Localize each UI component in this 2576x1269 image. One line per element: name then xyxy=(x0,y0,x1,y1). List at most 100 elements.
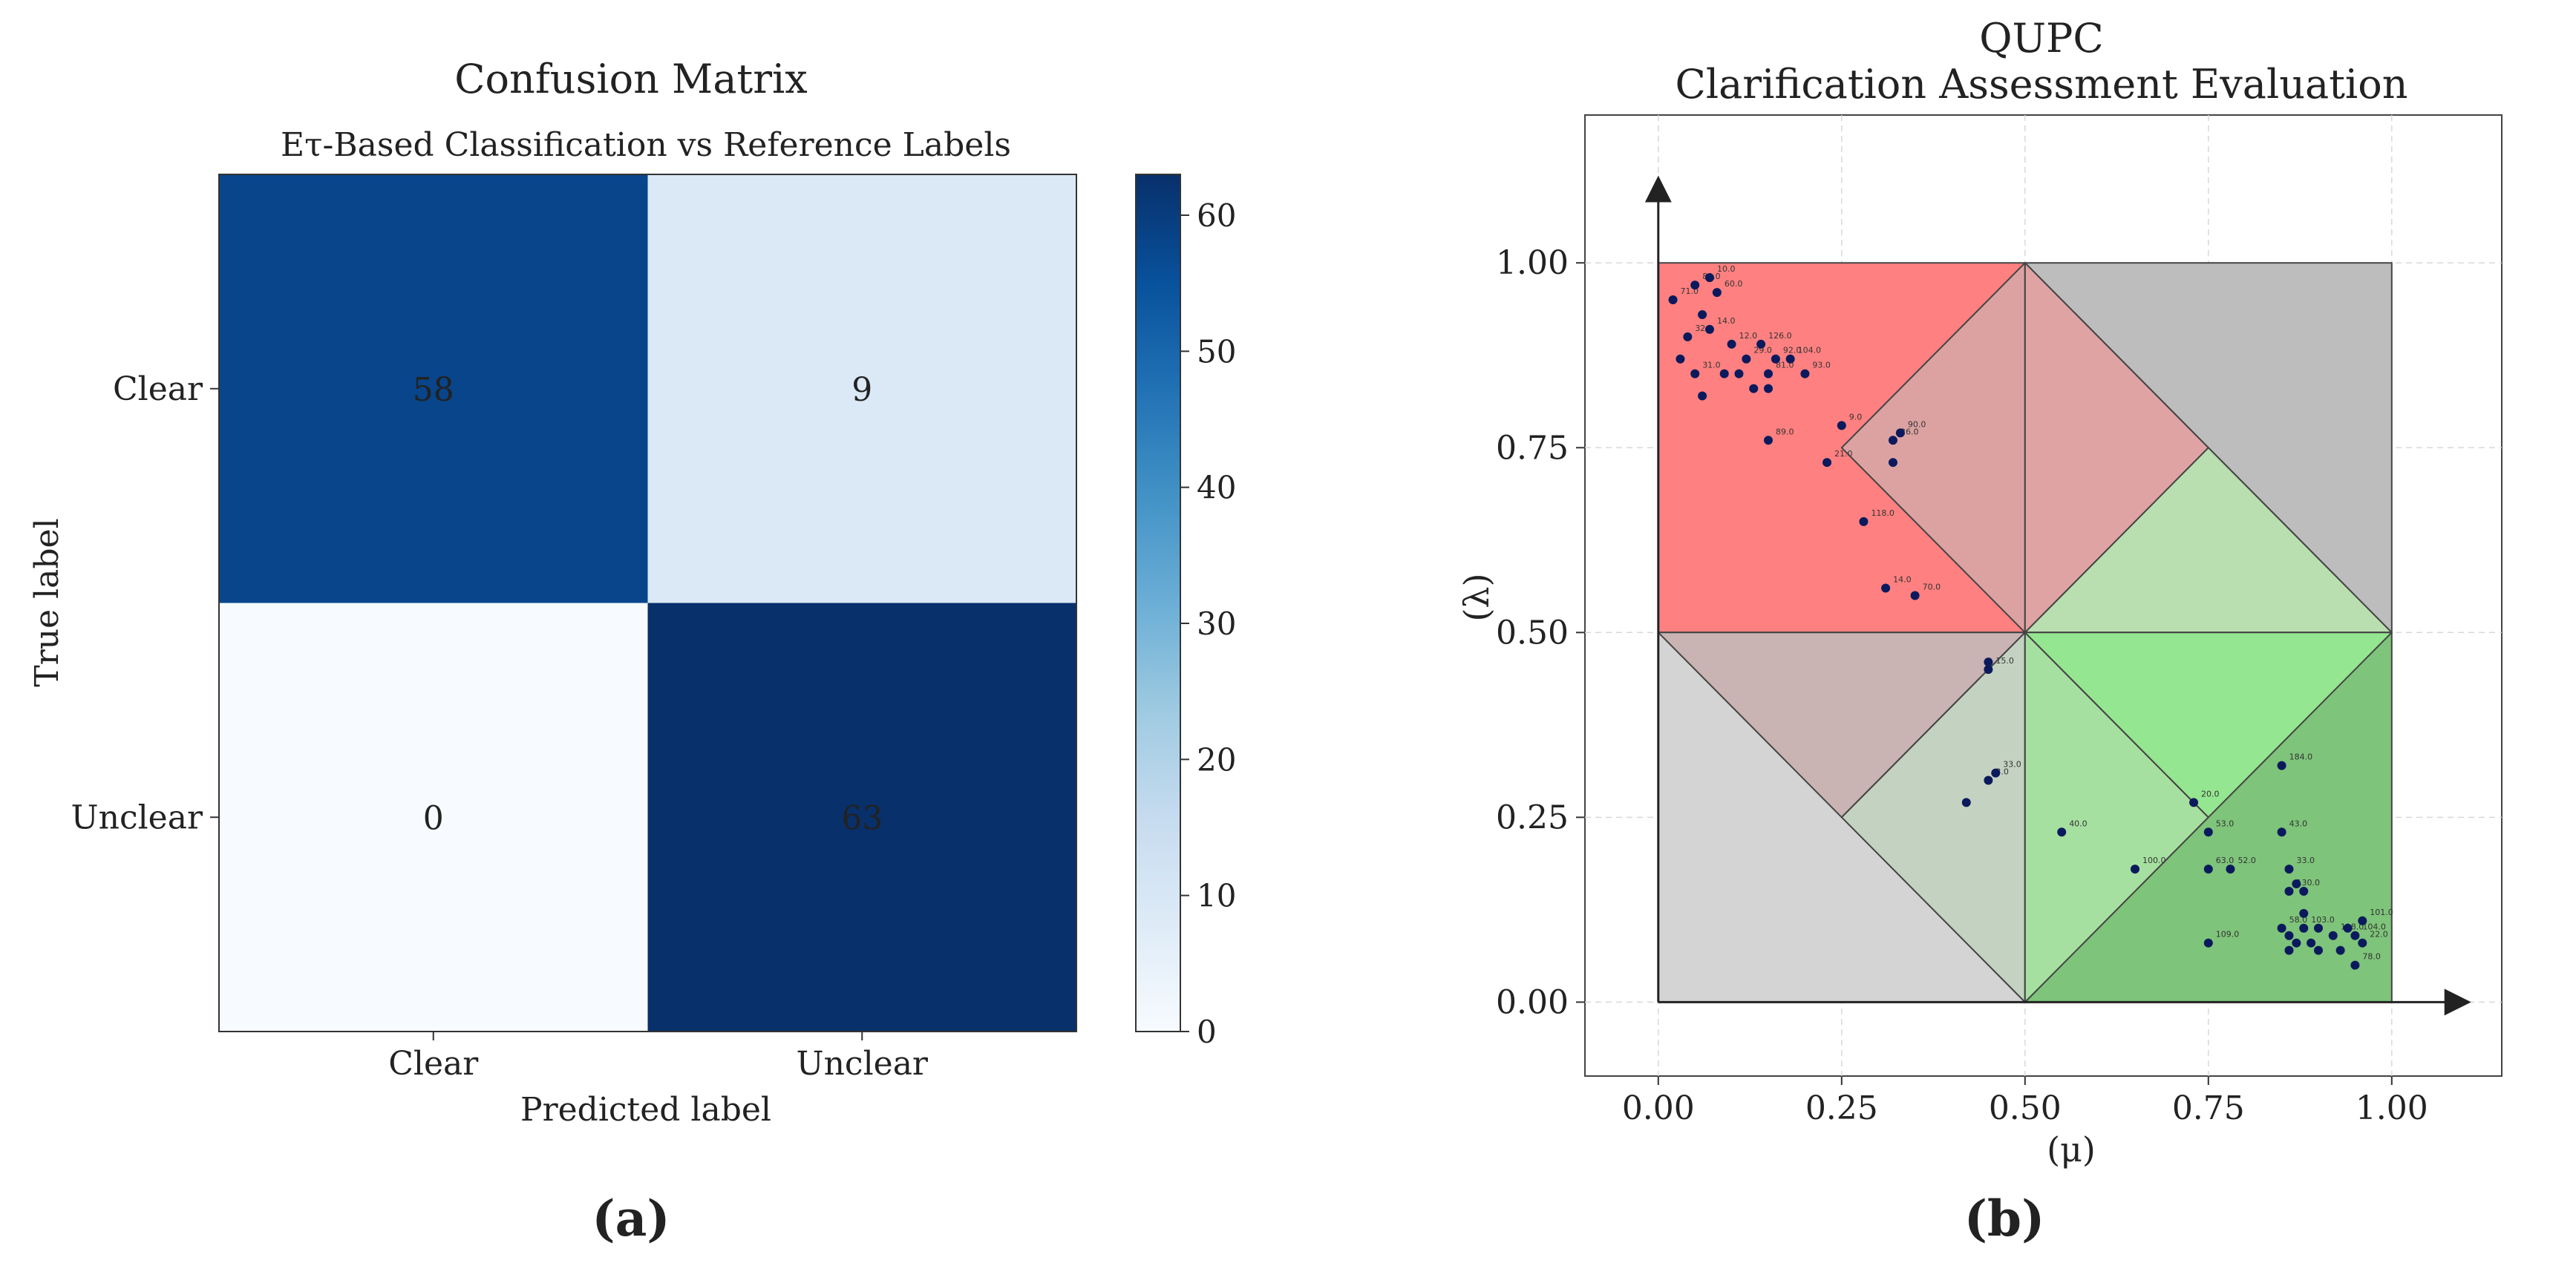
cm-x-tick-label: Clear xyxy=(388,1045,479,1083)
qupc-point xyxy=(1719,369,1729,378)
colorbar-tick-label: 20 xyxy=(1197,741,1236,778)
qupc-point xyxy=(2292,879,2301,888)
qupc-point-label: 12.0 xyxy=(1739,331,1758,341)
qupc-point-label: 20.0 xyxy=(2201,789,2220,799)
qupc-ylabel: (λ) xyxy=(1457,573,1497,621)
colorbar-tick-label: 50 xyxy=(1197,333,1236,370)
qupc-y-tick-label: 0.00 xyxy=(1496,983,1569,1021)
qupc-point xyxy=(2299,908,2309,918)
qupc-point-label: 22.0 xyxy=(2370,930,2388,940)
qupc-point-label: 29.0 xyxy=(1753,346,1772,355)
qupc-point xyxy=(1698,391,1707,401)
cm-cell-value: 9 xyxy=(851,371,872,409)
qupc-point xyxy=(1823,458,1832,468)
cm-frame xyxy=(218,174,1077,1032)
qupc-point-label: 26.0 xyxy=(1900,427,1919,436)
cm-cell xyxy=(647,603,1076,1032)
cm-cell-value: 63 xyxy=(841,799,883,837)
qupc-x-tick-label: 1.00 xyxy=(2356,1089,2428,1127)
qupc-point xyxy=(1756,339,1766,349)
qupc-point xyxy=(1961,798,1971,807)
colorbar-tick-label: 0 xyxy=(1197,1014,1217,1050)
qupc-point-label: 100.0 xyxy=(2142,856,2166,865)
qupc-point-label: 43.0 xyxy=(2289,819,2308,828)
qupc-point xyxy=(2226,865,2235,874)
qupc-point xyxy=(1984,665,1993,675)
cm-y-tick-label: Unclear xyxy=(71,799,203,836)
qupc-point xyxy=(2335,945,2345,955)
qupc-point xyxy=(2350,931,2360,940)
qupc-point xyxy=(1668,295,1678,305)
cm-cell-value: 58 xyxy=(413,371,454,409)
qupc-point xyxy=(2203,827,2213,837)
colorbar-tick-label: 10 xyxy=(1197,878,1236,914)
qupc-point xyxy=(2203,865,2213,874)
qupc-point xyxy=(2277,827,2286,837)
qupc-title-line2: Clarification Assessment Evaluation xyxy=(1676,61,2408,108)
qupc-point-label: 89.0 xyxy=(1776,427,1794,436)
qupc-point xyxy=(1764,369,1773,378)
qupc-point xyxy=(2284,886,2294,896)
qupc-point-label: 31.0 xyxy=(1702,361,1721,370)
qupc-point xyxy=(2358,916,2367,925)
qupc-title-line1: QUPC xyxy=(1979,15,2103,62)
qupc-point-label: 118.0 xyxy=(1871,508,1895,518)
colorbar-tick-label: 40 xyxy=(1197,470,1236,506)
qupc-point-label: 14.0 xyxy=(1893,575,1912,585)
cm-ylabel: True label xyxy=(28,518,66,686)
cm-y-ticks: Clear Unclear xyxy=(71,370,219,836)
qupc-point-label: 104.0 xyxy=(2362,922,2386,932)
colorbar-tick-label: 30 xyxy=(1197,606,1236,642)
qupc-point xyxy=(1764,384,1773,393)
qupc-point-label: 33.0 xyxy=(2296,856,2315,865)
qupc-point xyxy=(2299,886,2309,896)
qupc-point xyxy=(1895,428,1905,438)
qupc-point xyxy=(1712,288,1722,298)
qupc-point xyxy=(1727,339,1736,349)
qupc-point xyxy=(1984,658,1993,667)
qupc-point-label: 109.0 xyxy=(2216,930,2240,940)
qupc-point xyxy=(2189,798,2199,807)
qupc-point-label: 92.0 xyxy=(1783,346,1802,355)
qupc-point-label: 90.0 xyxy=(1908,419,1926,429)
qupc-regions xyxy=(1657,262,2393,1003)
qupc-point xyxy=(2277,923,2286,933)
qupc-point xyxy=(1704,324,1714,334)
qupc-point xyxy=(1704,273,1714,283)
qupc-point xyxy=(1698,309,1707,319)
qupc-point-label: 52.0 xyxy=(2237,856,2256,865)
qupc-point-label: 53.0 xyxy=(2216,819,2235,828)
qupc-point xyxy=(1771,354,1780,364)
cm-cells: 58 9 0 63 xyxy=(219,174,1076,1032)
qupc-y-tick-label: 0.75 xyxy=(1496,429,1569,467)
qupc-point-label: 126.0 xyxy=(1768,331,1792,341)
qupc-point xyxy=(1991,768,2001,778)
qupc-point xyxy=(2328,931,2338,940)
qupc-point xyxy=(1690,281,1700,290)
cm-cell xyxy=(647,174,1076,603)
qupc-point xyxy=(1785,354,1795,364)
qupc-point xyxy=(2057,827,2067,837)
qupc-point xyxy=(2131,865,2139,874)
qupc-point-label: 130.0 xyxy=(2296,878,2320,888)
qupc-point xyxy=(2314,945,2323,955)
qupc-point xyxy=(2277,761,2286,770)
qupc-point xyxy=(1859,517,1869,526)
qupc-point xyxy=(1881,583,1891,593)
qupc-y-tick-label: 1.00 xyxy=(1496,244,1569,282)
qupc-point-label: 40.0 xyxy=(2069,819,2088,828)
qupc-point xyxy=(2350,960,2360,970)
qupc-point-label: 33.0 xyxy=(2003,760,2021,770)
colorbar xyxy=(1135,174,1181,1032)
qupc-x-tick-label: 0.25 xyxy=(1805,1089,1878,1127)
qupc-axis-arrows xyxy=(1644,175,2471,1016)
qupc-point xyxy=(2299,923,2309,933)
qupc-point xyxy=(1734,369,1744,378)
qupc-y-tick-label: 0.25 xyxy=(1496,799,1569,836)
qupc-point xyxy=(1683,332,1693,341)
qupc-point xyxy=(1800,369,1810,378)
colorbar-tick-label: 60 xyxy=(1197,197,1236,234)
qupc-point-label: 104.0 xyxy=(1798,346,1822,355)
qupc-point xyxy=(1888,458,1897,468)
